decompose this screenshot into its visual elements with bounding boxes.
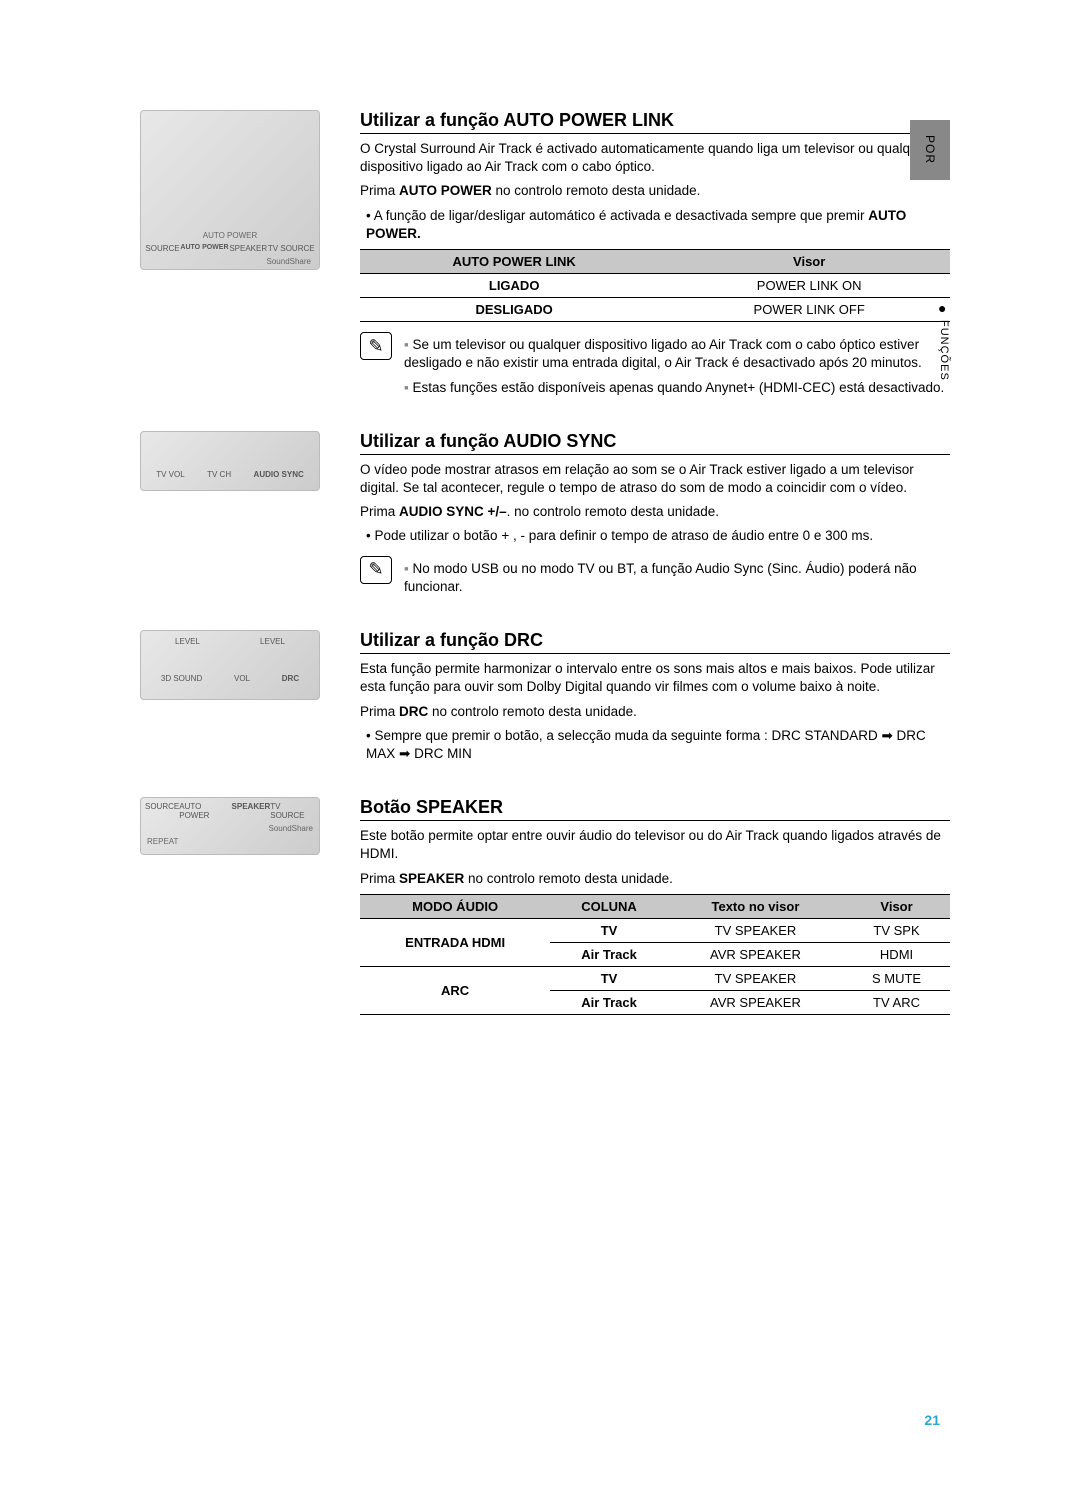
intro-audio-sync: O vídeo pode mostrar atrasos em relação … xyxy=(360,461,950,497)
title-auto-power: Utilizar a função AUTO POWER LINK xyxy=(360,110,950,134)
title-audio-sync: Utilizar a função AUDIO SYNC xyxy=(360,431,950,455)
section-speaker: SOURCE AUTO POWER SPEAKER TV SOURCE Soun… xyxy=(140,797,950,1021)
instruction-drc: Prima DRC no controlo remoto desta unida… xyxy=(360,703,950,721)
section-audio-sync: TV VOL TV CH AUDIO SYNC Utilizar a funçã… xyxy=(140,431,950,602)
side-tab-lang-text: POR xyxy=(923,135,937,164)
note2-auto-power: Estas funções estão disponíveis apenas q… xyxy=(404,379,950,397)
note-auto-power: ✎ Se um televisor ou qualquer dispositiv… xyxy=(360,332,950,403)
figure-audio-sync: TV VOL TV CH AUDIO SYNC xyxy=(140,431,330,602)
th-apl: AUTO POWER LINK xyxy=(360,250,668,274)
th-visor: Visor xyxy=(668,250,950,274)
side-tab-language: POR xyxy=(910,120,950,180)
section-drc: LEVEL LEVEL 3D SOUND VOL DRC Utilizar a … xyxy=(140,630,950,769)
bullet-auto-power: A função de ligar/desligar automático é … xyxy=(366,207,950,243)
intro-auto-power: O Crystal Surround Air Track é activado … xyxy=(360,140,950,176)
table-speaker: MODO ÁUDIO COLUNA Texto no visor Visor E… xyxy=(360,894,950,1015)
note-audio-sync: ✎ No modo USB ou no modo TV ou BT, a fun… xyxy=(360,556,950,602)
intro-speaker: Este botão permite optar entre ouvir áud… xyxy=(360,827,950,863)
bullet-drc: Sempre que premir o botão, a selecção mu… xyxy=(366,727,950,763)
table-auto-power: AUTO POWER LINK Visor LIGADO POWER LINK … xyxy=(360,249,950,322)
side-tab-section-text: FUNÇÕES xyxy=(938,320,950,381)
title-speaker: Botão SPEAKER xyxy=(360,797,950,821)
page-number: 21 xyxy=(924,1412,940,1428)
title-drc: Utilizar a função DRC xyxy=(360,630,950,654)
note-text-audio-sync: No modo USB ou no modo TV ou BT, a funçã… xyxy=(404,560,950,596)
figure-drc: LEVEL LEVEL 3D SOUND VOL DRC xyxy=(140,630,330,769)
th-visor2: Visor xyxy=(843,894,950,918)
th-modo: MODO ÁUDIO xyxy=(360,894,550,918)
th-texto: Texto no visor xyxy=(668,894,843,918)
intro-drc: Esta função permite harmonizar o interva… xyxy=(360,660,950,696)
side-tab-section: ● FUNÇÕES xyxy=(938,300,950,384)
note1-auto-power: Se um televisor ou qualquer dispositivo … xyxy=(404,336,950,372)
page-content: AUTO POWER SOURCE AUTO POWER SPEAKER TV … xyxy=(140,110,950,1021)
figure-remote-full: AUTO POWER SOURCE AUTO POWER SPEAKER TV … xyxy=(140,110,330,403)
bullet-audio-sync: Pode utilizar o botão + , - para definir… xyxy=(366,527,950,545)
instruction-speaker: Prima SPEAKER no controlo remoto desta u… xyxy=(360,870,950,888)
th-coluna: COLUNA xyxy=(550,894,668,918)
section-auto-power: AUTO POWER SOURCE AUTO POWER SPEAKER TV … xyxy=(140,110,950,403)
note-icon: ✎ xyxy=(360,332,392,360)
note-icon: ✎ xyxy=(360,556,392,584)
instruction-auto-power: Prima AUTO POWER no controlo remoto dest… xyxy=(360,182,950,200)
instruction-audio-sync: Prima AUDIO SYNC +/–. no controlo remoto… xyxy=(360,503,950,521)
figure-speaker: SOURCE AUTO POWER SPEAKER TV SOURCE Soun… xyxy=(140,797,330,1021)
